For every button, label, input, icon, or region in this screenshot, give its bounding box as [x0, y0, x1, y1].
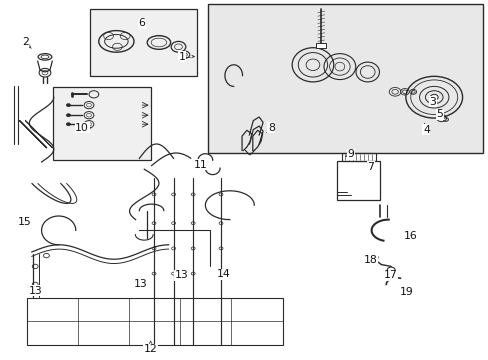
- Text: 6: 6: [138, 18, 145, 28]
- Text: 13: 13: [29, 285, 42, 296]
- Text: 18: 18: [363, 255, 376, 265]
- Bar: [207, 4, 482, 153]
- Text: 3: 3: [428, 96, 435, 107]
- Text: 1: 1: [178, 51, 185, 62]
- Circle shape: [66, 123, 70, 126]
- Text: 13: 13: [134, 279, 147, 289]
- Bar: [27, 298, 282, 345]
- Text: 14: 14: [217, 269, 230, 279]
- Text: 17: 17: [383, 270, 396, 280]
- Bar: [342, 153, 375, 161]
- Text: 9: 9: [347, 149, 354, 159]
- Text: 4: 4: [422, 125, 429, 135]
- Bar: [337, 161, 380, 200]
- Text: 7: 7: [366, 162, 373, 172]
- Text: 19: 19: [399, 287, 413, 297]
- Bar: [90, 9, 196, 76]
- Text: 16: 16: [403, 231, 417, 241]
- Circle shape: [66, 104, 70, 107]
- Bar: [53, 87, 150, 160]
- Text: 10: 10: [75, 123, 89, 133]
- Text: 2: 2: [22, 37, 29, 48]
- Text: 8: 8: [267, 123, 274, 133]
- Text: 5: 5: [436, 109, 443, 120]
- Text: 15: 15: [18, 217, 31, 228]
- Text: 12: 12: [143, 344, 157, 354]
- Text: 13: 13: [175, 270, 188, 280]
- Bar: [316, 43, 325, 48]
- Text: 11: 11: [193, 159, 207, 170]
- Circle shape: [66, 114, 70, 117]
